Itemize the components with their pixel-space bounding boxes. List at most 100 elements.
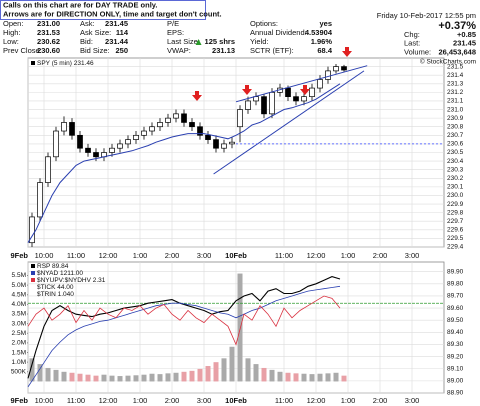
y2-tick-label: 89.40 — [447, 329, 464, 336]
candle-body — [61, 122, 67, 132]
y-tick-label: 3.5M — [12, 311, 26, 318]
field-label: EPS: — [167, 28, 184, 37]
legend-swatch — [31, 264, 35, 268]
field-label: SCTR (ETF): — [250, 46, 294, 55]
volume-bar — [37, 364, 43, 382]
field-label: Options: — [250, 19, 278, 28]
field-value: 230.62 — [37, 37, 60, 46]
field-label: Bid: — [80, 37, 93, 46]
field-value: 230.60 — [37, 46, 60, 55]
volume-bar — [197, 368, 203, 382]
volume-bar — [229, 346, 235, 382]
x-tick-label: 10Feb — [225, 251, 247, 260]
volume-bar — [245, 358, 251, 382]
field-label: Annual Dividend: — [250, 28, 307, 37]
x-tick-label: 10:00 — [35, 251, 54, 260]
volume-bar — [277, 371, 283, 382]
candle-body — [253, 96, 259, 102]
candle-body — [29, 216, 35, 244]
x-tick-label: 2:00 — [373, 251, 388, 260]
candle-body — [53, 130, 59, 158]
volume-bar — [301, 373, 307, 382]
y-tick-label: 231.2 — [447, 89, 464, 96]
volume-bar — [149, 373, 155, 382]
legend-swatch — [31, 271, 35, 275]
candle-body — [85, 147, 91, 153]
field-label: Yield: — [250, 37, 268, 46]
candle-body — [301, 96, 307, 102]
candle-body — [173, 113, 179, 119]
x-tick-label: 1:00 — [133, 396, 148, 405]
volume-bar — [157, 374, 163, 382]
y2-tick-label: 89.30 — [447, 341, 464, 348]
field-label: Prev Close: — [3, 46, 42, 55]
volume-bar — [293, 373, 299, 382]
volume-bar — [93, 375, 99, 382]
y-tick-label: 230.5 — [447, 149, 464, 156]
candle-body — [125, 139, 131, 145]
notes-box — [0, 0, 206, 20]
y-tick-label: 229.5 — [447, 235, 464, 242]
field-label: Volume: — [404, 47, 431, 56]
legend-entry: $TICK 44.00 — [37, 284, 74, 291]
y-tick-label: 229.6 — [447, 227, 464, 234]
volume-bar — [285, 372, 291, 382]
y-tick-label: 230.9 — [447, 115, 464, 122]
volume-bar — [189, 370, 195, 382]
x-tick-label: 10:00 — [35, 396, 54, 405]
volume-bar — [77, 373, 83, 382]
x-tick-label: 11:00 — [275, 251, 293, 260]
y-tick-label: 2.0M — [12, 340, 26, 347]
volume-bar — [69, 372, 75, 382]
y-tick-label: 231.3 — [447, 80, 464, 87]
field-value: yes — [319, 19, 332, 28]
direction-arrow — [300, 85, 310, 95]
indicator-line — [27, 295, 341, 346]
volume-bar — [53, 369, 59, 382]
field-label: Bid Size: — [80, 46, 110, 55]
candle-body — [69, 122, 75, 136]
y-tick-label: 5.5M — [12, 272, 26, 279]
legend-entry: RSP 89.84 — [37, 263, 69, 270]
field-label: Ask: — [80, 19, 95, 28]
candle-body — [213, 139, 219, 149]
date: Friday 10-Feb-2017 12:55 pm — [377, 11, 476, 20]
y2-tick-label: 89.60 — [447, 305, 464, 312]
direction-arrow — [192, 91, 202, 101]
note: Calls on this chart are for DAY TRADE on… — [3, 0, 157, 9]
volume-bar — [165, 373, 171, 382]
x-tick-label: 12:00 — [307, 251, 326, 260]
y-tick-label: 4.5M — [12, 291, 26, 298]
candle-body — [237, 109, 243, 128]
field-label: Ask Size: — [80, 28, 111, 37]
y-tick-label: 231.4 — [447, 72, 464, 79]
candle-body — [245, 100, 251, 110]
volume-bar — [333, 372, 339, 382]
field-value: 231.53 — [37, 28, 60, 37]
y-tick-label: 2.5M — [12, 330, 26, 337]
candle-body — [133, 134, 139, 140]
y2-tick-label: 89.70 — [447, 293, 464, 300]
y-tick-label: 230.3 — [447, 166, 464, 173]
x-tick-label: 9Feb — [10, 251, 28, 260]
field-label: P/E — [167, 19, 179, 28]
volume-bar — [221, 358, 227, 382]
field-value: 231.45 — [105, 19, 128, 28]
field-label: Chg: — [404, 30, 420, 39]
field-value: 231.45 — [453, 39, 476, 48]
candle-body — [317, 79, 323, 89]
field-value: 250 — [115, 46, 128, 55]
legend-swatch — [31, 278, 35, 282]
candle-body — [285, 87, 291, 98]
x-tick-label: 3:00 — [197, 251, 212, 260]
moving-average — [27, 83, 341, 243]
candle-body — [93, 152, 99, 158]
candle-body — [197, 126, 203, 136]
trend-line — [235, 65, 368, 103]
indicator-line — [27, 276, 341, 379]
candle-body — [221, 143, 227, 149]
field-value: 1.96% — [311, 37, 333, 46]
y-tick-label: 500K — [11, 369, 27, 376]
candle-body — [325, 70, 331, 80]
legend-entry: SPY (5 min) 231.46 — [37, 60, 94, 67]
